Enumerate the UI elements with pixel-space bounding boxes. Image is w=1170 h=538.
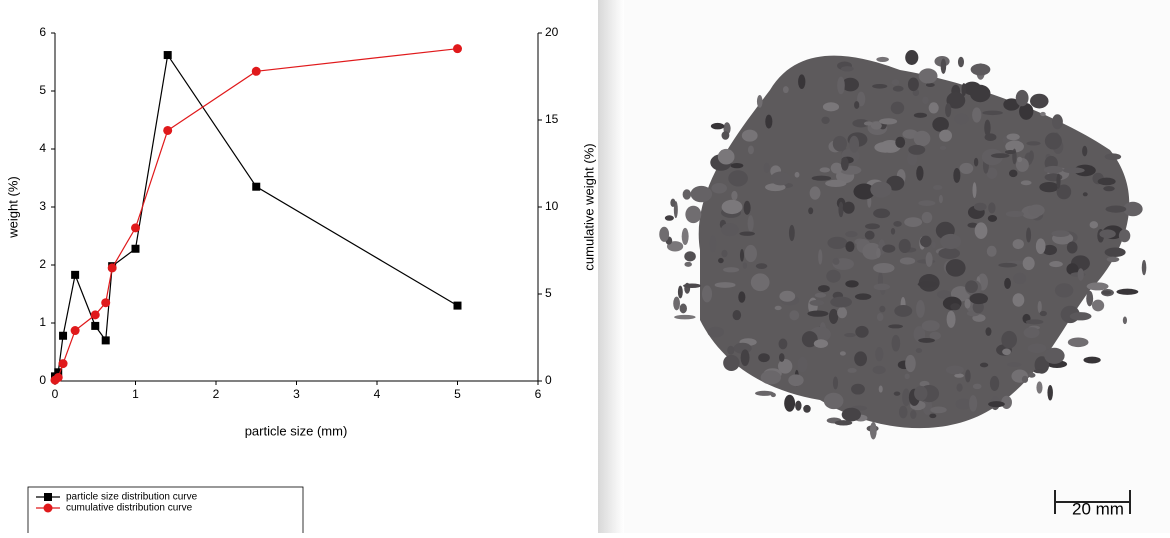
legend-marker bbox=[44, 504, 53, 513]
y-tick-label: 2 bbox=[39, 257, 46, 271]
marker bbox=[131, 223, 140, 232]
y-tick-label: 6 bbox=[39, 25, 46, 39]
marker bbox=[132, 245, 140, 253]
figure: 20 mm particle size distribution curvecu… bbox=[0, 0, 1170, 533]
marker bbox=[71, 326, 80, 335]
marker bbox=[454, 302, 462, 310]
x-tick-label: 6 bbox=[535, 387, 542, 401]
y-tick-label: 3 bbox=[39, 199, 46, 213]
series-line bbox=[55, 49, 458, 380]
marker bbox=[102, 336, 110, 344]
marker bbox=[164, 51, 172, 59]
y-tick-label: 5 bbox=[39, 83, 46, 97]
legend-marker bbox=[44, 493, 52, 501]
photo: 20 mm bbox=[598, 0, 1170, 533]
marker bbox=[71, 271, 79, 279]
marker bbox=[108, 263, 117, 272]
x-tick-label: 1 bbox=[132, 387, 139, 401]
x-tick-label: 0 bbox=[52, 387, 59, 401]
y-tick-label: 4 bbox=[39, 141, 46, 155]
y2-tick-label: 10 bbox=[545, 199, 559, 213]
marker bbox=[59, 359, 68, 368]
y2-tick-label: 0 bbox=[545, 373, 552, 387]
marker bbox=[101, 298, 110, 307]
marker bbox=[163, 126, 172, 135]
series-line bbox=[55, 55, 458, 376]
marker bbox=[91, 322, 99, 330]
marker bbox=[54, 373, 63, 382]
marker bbox=[252, 67, 261, 76]
x-tick-label: 2 bbox=[213, 387, 220, 401]
legend-label: particle size distribution curve bbox=[66, 492, 198, 503]
y-axis-label: weight (%) bbox=[5, 176, 20, 238]
legend: particle size distribution curvecumulati… bbox=[28, 487, 303, 533]
y-tick-label: 0 bbox=[39, 373, 46, 387]
marker bbox=[252, 183, 260, 191]
y2-axis-label: cumulative weight (%) bbox=[581, 143, 596, 270]
legend-label: cumulative distribution curve bbox=[66, 503, 193, 514]
page: 20 mm particle size distribution curvecu… bbox=[0, 0, 1170, 533]
marker bbox=[453, 44, 462, 53]
y2-tick-label: 15 bbox=[545, 112, 559, 126]
x-axis-label: particle size (mm) bbox=[245, 423, 348, 438]
y2-tick-label: 20 bbox=[545, 25, 559, 39]
marker bbox=[91, 310, 100, 319]
scale-bar-label: 20 mm bbox=[1072, 499, 1124, 518]
y-tick-label: 1 bbox=[39, 315, 46, 329]
x-tick-label: 5 bbox=[454, 387, 461, 401]
x-tick-label: 3 bbox=[293, 387, 300, 401]
x-tick-label: 4 bbox=[374, 387, 381, 401]
y2-tick-label: 5 bbox=[545, 286, 552, 300]
marker bbox=[59, 332, 67, 340]
